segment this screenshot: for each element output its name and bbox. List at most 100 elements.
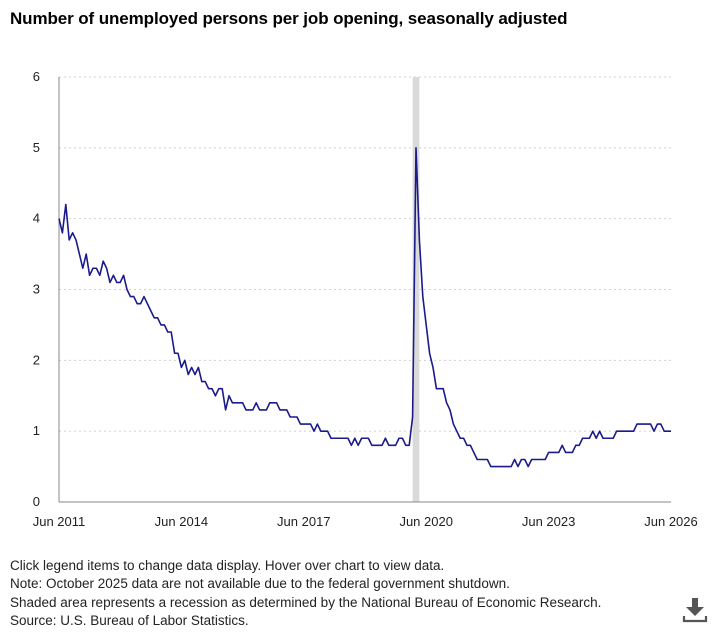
data-point[interactable] <box>193 372 197 376</box>
data-point[interactable] <box>220 386 224 390</box>
data-point[interactable] <box>512 457 516 461</box>
data-point[interactable] <box>468 443 472 447</box>
data-point[interactable] <box>87 273 91 277</box>
series-layer[interactable] <box>57 146 673 469</box>
data-point[interactable] <box>631 429 635 433</box>
data-point[interactable] <box>594 436 598 440</box>
data-point[interactable] <box>366 436 370 440</box>
data-point[interactable] <box>346 436 350 440</box>
data-point[interactable] <box>441 386 445 390</box>
data-point[interactable] <box>560 443 564 447</box>
data-point[interactable] <box>149 309 153 313</box>
data-point[interactable] <box>118 280 122 284</box>
data-point[interactable] <box>70 231 74 235</box>
data-point[interactable] <box>461 436 465 440</box>
data-point[interactable] <box>142 294 146 298</box>
data-point[interactable] <box>125 287 129 291</box>
data-point[interactable] <box>240 401 244 405</box>
data-point[interactable] <box>169 330 173 334</box>
data-point[interactable] <box>285 408 289 412</box>
data-point[interactable] <box>353 436 357 440</box>
data-point[interactable] <box>523 457 527 461</box>
data-point[interactable] <box>274 401 278 405</box>
data-point[interactable] <box>67 238 71 242</box>
data-point[interactable] <box>196 365 200 369</box>
data-point[interactable] <box>451 422 455 426</box>
data-point[interactable] <box>227 394 231 398</box>
data-point[interactable] <box>57 216 61 220</box>
data-point[interactable] <box>526 464 530 468</box>
data-point[interactable] <box>308 422 312 426</box>
data-point[interactable] <box>444 401 448 405</box>
data-point[interactable] <box>669 429 673 433</box>
data-point[interactable] <box>84 252 88 256</box>
data-point[interactable] <box>223 408 227 412</box>
data-point[interactable] <box>380 443 384 447</box>
data-point[interactable] <box>421 294 425 298</box>
data-point[interactable] <box>132 294 136 298</box>
data-point[interactable] <box>176 351 180 355</box>
data-point[interactable] <box>472 450 476 454</box>
data-point[interactable] <box>104 266 108 270</box>
data-point[interactable] <box>659 422 663 426</box>
data-point[interactable] <box>349 443 353 447</box>
data-point[interactable] <box>108 280 112 284</box>
data-point[interactable] <box>186 372 190 376</box>
data-point[interactable] <box>213 394 217 398</box>
data-point[interactable] <box>587 436 591 440</box>
data-point[interactable] <box>648 422 652 426</box>
data-point[interactable] <box>543 457 547 461</box>
data-point[interactable] <box>400 436 404 440</box>
data-point[interactable] <box>638 422 642 426</box>
line-chart[interactable]: 0 1 2 3 4 5 6 Jun 2011 Jun 2014 Jun 2017 Jun 2020 J… <box>0 0 718 548</box>
data-point[interactable] <box>325 429 329 433</box>
data-point[interactable] <box>98 273 102 277</box>
data-point[interactable] <box>424 323 428 327</box>
data-point[interactable] <box>312 429 316 433</box>
data-point[interactable] <box>417 238 421 242</box>
data-point[interactable] <box>597 429 601 433</box>
data-point[interactable] <box>570 450 574 454</box>
data-point[interactable] <box>60 231 64 235</box>
data-point[interactable] <box>162 323 166 327</box>
download-button[interactable] <box>681 596 709 624</box>
data-point[interactable] <box>516 464 520 468</box>
data-point[interactable] <box>577 443 581 447</box>
data-point[interactable] <box>407 443 411 447</box>
data-point[interactable] <box>145 301 149 305</box>
data-point[interactable] <box>652 429 656 433</box>
data-point[interactable] <box>295 415 299 419</box>
series-line[interactable] <box>58 147 671 468</box>
data-point[interactable] <box>509 464 513 468</box>
data-point[interactable] <box>81 266 85 270</box>
data-point[interactable] <box>591 429 595 433</box>
data-point[interactable] <box>356 443 360 447</box>
data-point[interactable] <box>189 365 193 369</box>
data-point[interactable] <box>264 408 268 412</box>
data-point[interactable] <box>393 443 397 447</box>
data-point[interactable] <box>121 273 125 277</box>
data-point[interactable] <box>138 301 142 305</box>
data-point[interactable] <box>101 259 105 263</box>
data-point[interactable] <box>64 202 68 206</box>
data-point[interactable] <box>183 358 187 362</box>
data-point[interactable] <box>383 436 387 440</box>
data-point[interactable] <box>455 429 459 433</box>
data-point[interactable] <box>427 351 431 355</box>
data-point[interactable] <box>557 450 561 454</box>
data-point[interactable] <box>410 415 414 419</box>
data-point[interactable] <box>74 238 78 242</box>
data-point[interactable] <box>111 273 115 277</box>
data-point[interactable] <box>203 379 207 383</box>
data-point[interactable] <box>315 422 319 426</box>
data-point[interactable] <box>431 365 435 369</box>
data-point[interactable] <box>611 436 615 440</box>
data-point[interactable] <box>485 457 489 461</box>
data-point[interactable] <box>155 316 159 320</box>
data-point[interactable] <box>94 266 98 270</box>
data-point[interactable] <box>210 386 214 390</box>
data-point[interactable] <box>414 146 418 150</box>
data-point[interactable] <box>77 252 81 256</box>
data-point[interactable] <box>448 408 452 412</box>
data-point[interactable] <box>254 401 258 405</box>
